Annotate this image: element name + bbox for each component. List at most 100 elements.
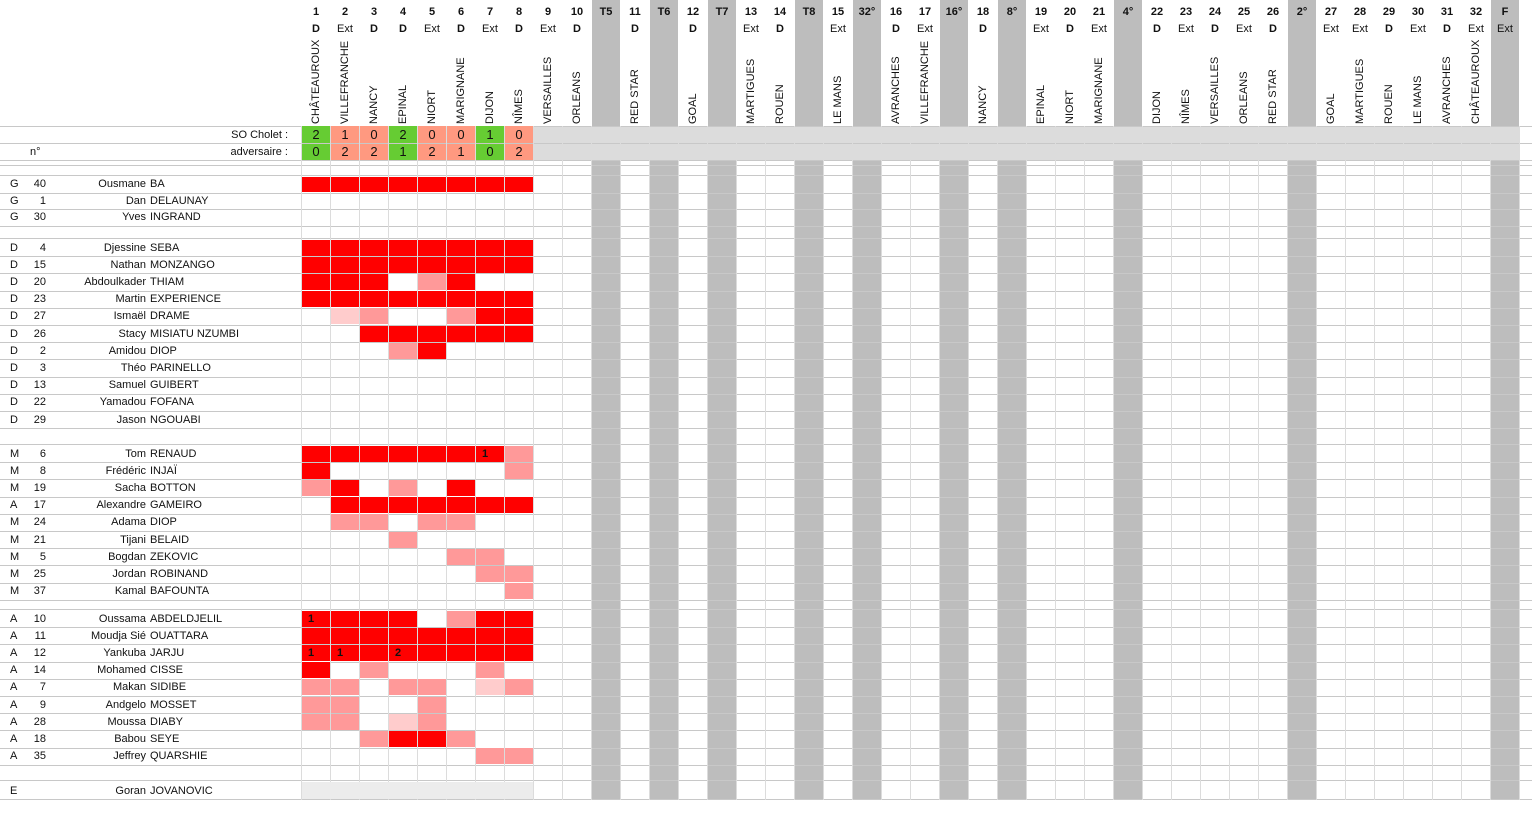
grid-line — [0, 679, 1532, 680]
player-first-name: Babou — [114, 733, 146, 745]
grid-line — [0, 514, 1532, 515]
player-number: 27 — [33, 310, 46, 323]
appearance-cell — [360, 662, 388, 679]
appearance-cell — [418, 730, 446, 748]
so-score: 0 — [447, 126, 475, 143]
grid-line — [0, 308, 1532, 309]
appearance-cell — [476, 445, 504, 462]
player-position: G — [10, 194, 19, 207]
player-number: 28 — [33, 715, 46, 728]
column-number: 3 — [370, 6, 378, 18]
column-number: 24 — [1208, 6, 1222, 18]
player-position: D — [10, 396, 18, 409]
grid-col-line — [1345, 126, 1346, 800]
appearance-cell — [389, 531, 417, 548]
column-venue: Ext — [482, 23, 498, 35]
grid-col-line — [330, 126, 331, 800]
player-last-name: THIAM — [150, 276, 185, 288]
player-position: A — [10, 664, 18, 677]
appearance-cell — [302, 627, 330, 644]
appearance-cell — [389, 256, 417, 273]
grid-col-line — [1258, 126, 1259, 800]
player-first-name: Théo — [120, 362, 146, 374]
column-number: 32° — [858, 6, 876, 18]
appearance-cell — [447, 445, 475, 462]
column-opponent: RED STAR — [1267, 69, 1279, 124]
grid-line — [0, 256, 1532, 257]
cup-column-band — [998, 0, 1026, 800]
player-position: A — [10, 733, 18, 745]
player-number: 35 — [33, 750, 46, 763]
appearance-cell — [476, 256, 504, 273]
appearance-cell — [418, 514, 446, 531]
player-number: 17 — [33, 499, 46, 512]
column-opponent: LE MANS — [832, 75, 844, 124]
appearance-cell — [476, 627, 504, 644]
grid-col-line — [1490, 126, 1491, 800]
player-position: G — [10, 178, 19, 191]
appearance-cell — [505, 748, 533, 765]
appearance-cell — [389, 239, 417, 256]
appearance-cell — [389, 479, 417, 497]
appearance-cell — [418, 713, 446, 730]
column-number: 7 — [486, 6, 494, 18]
cup-column-band — [795, 0, 823, 800]
grid-col-line — [1461, 126, 1462, 800]
appearance-cell — [302, 291, 330, 308]
column-opponent: ORLEANS — [1238, 71, 1250, 124]
appearance-cell — [418, 176, 446, 192]
grid-col-line — [388, 126, 389, 800]
grid-line — [0, 394, 1532, 395]
column-venue: Ext — [830, 23, 846, 35]
grid-line — [0, 730, 1532, 731]
column-number: 15 — [831, 6, 845, 18]
column-opponent: MARTIGUES — [1354, 58, 1366, 124]
column-opponent: DIJON — [484, 91, 496, 124]
player-last-name: ZEKOVIC — [150, 550, 199, 563]
column-number: T8 — [802, 6, 816, 18]
column-opponent: NÎMES — [1180, 89, 1192, 124]
so-score: 1 — [476, 126, 504, 143]
appearance-cell — [476, 176, 504, 192]
goal-count: 1 — [336, 647, 344, 659]
column-opponent: NÎMES — [513, 89, 525, 124]
player-last-name: DELAUNAY — [150, 194, 209, 207]
grid-col-line — [707, 126, 708, 800]
appearance-cell — [389, 713, 417, 730]
grid-col-line — [417, 126, 418, 800]
appearance-cell — [331, 627, 359, 644]
grid-line — [0, 377, 1532, 378]
player-position: D — [10, 379, 18, 392]
column-venue: Ext — [337, 23, 353, 35]
appearance-cell — [447, 730, 475, 748]
player-last-name: GAMEIRO — [150, 499, 202, 512]
column-number: 25 — [1237, 6, 1251, 18]
player-first-name: Stacy — [118, 327, 146, 340]
grid-line — [0, 662, 1532, 663]
grid-line — [0, 479, 1532, 480]
grid-line — [0, 609, 1532, 610]
column-venue: Ext — [1178, 23, 1194, 35]
cup-column-band — [1114, 0, 1142, 800]
player-last-name: MOSSET — [150, 698, 197, 711]
grid-col-line — [823, 126, 824, 800]
appearance-cell — [360, 291, 388, 308]
grid-col-line — [1432, 126, 1433, 800]
grid-line — [0, 565, 1532, 566]
player-last-name: BAFOUNTA — [150, 585, 210, 598]
column-opponent: NIORT — [426, 89, 438, 124]
appearance-cell — [505, 644, 533, 662]
column-venue: D — [370, 23, 378, 35]
cup-column-band — [1288, 0, 1316, 800]
so-score: 2 — [389, 126, 417, 143]
appearance-cell — [360, 325, 388, 342]
appearance-cell — [389, 610, 417, 627]
player-number: 3 — [39, 362, 46, 374]
column-venue: Ext — [1236, 23, 1252, 35]
appearance-cell — [302, 273, 330, 291]
player-last-name: ABDELDJELIL — [150, 612, 223, 625]
cup-column-band — [592, 0, 620, 800]
column-opponent: VERSAILLES — [542, 56, 554, 124]
column-number: 16 — [889, 6, 903, 18]
grid-line — [0, 273, 1532, 274]
